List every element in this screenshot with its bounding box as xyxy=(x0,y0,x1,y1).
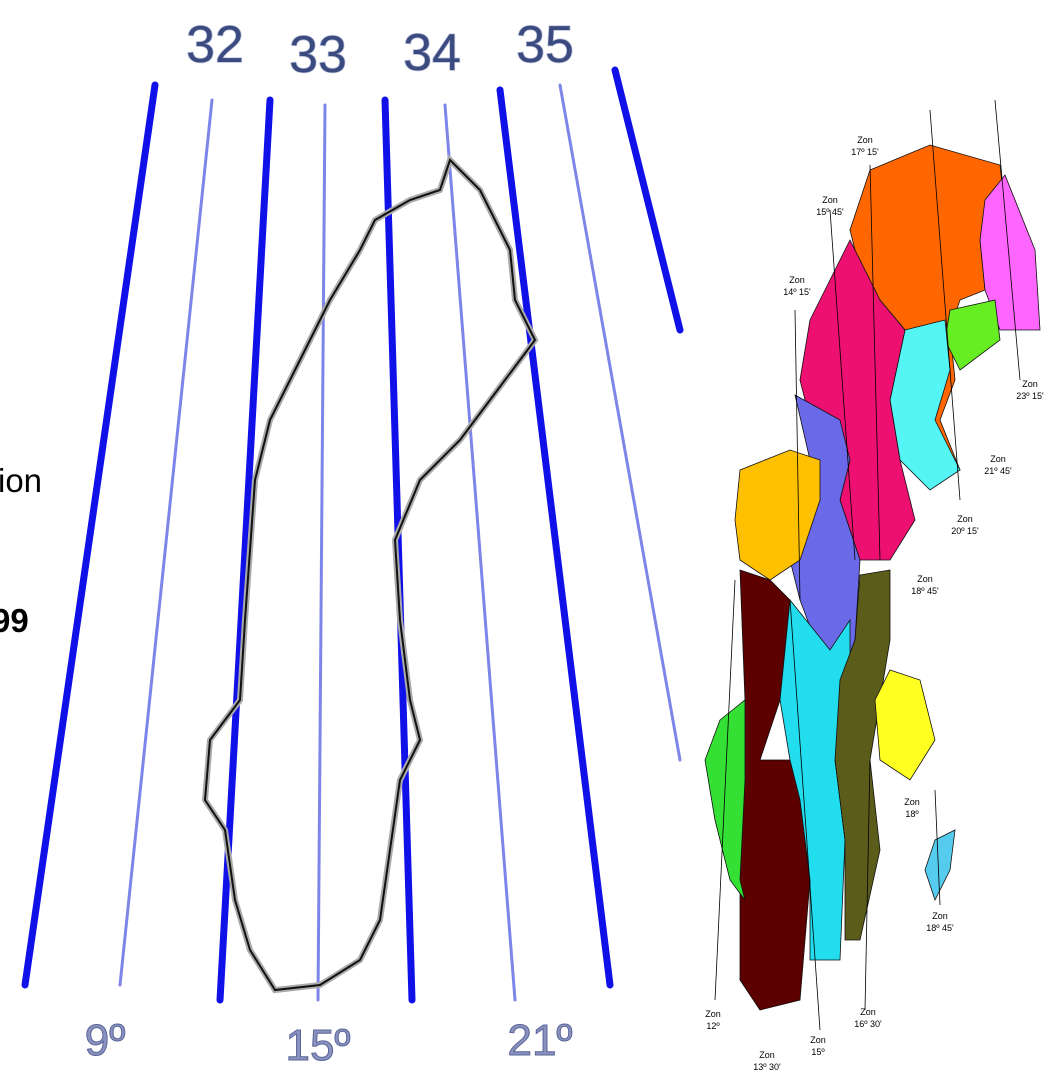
zone-label-degree: 16º 30' xyxy=(854,1019,882,1029)
zone-number: 35 xyxy=(516,16,574,74)
zone-label-name: Zon xyxy=(857,135,873,145)
region xyxy=(875,670,935,780)
zone-label-name: Zon xyxy=(822,195,838,205)
zone-label-degree: 15º 45' xyxy=(816,207,844,217)
zone-label-name: Zon xyxy=(990,454,1006,464)
zone-label-degree: 18º xyxy=(905,809,919,819)
zone-label-name: Zon xyxy=(904,797,920,807)
zone-line xyxy=(500,90,610,985)
region xyxy=(925,830,955,900)
zone-line xyxy=(615,70,680,330)
side-text: ion xyxy=(0,462,42,499)
sweden-outline xyxy=(205,160,535,990)
meridian-line xyxy=(318,105,325,1000)
zone-label-degree: 23º 15' xyxy=(1016,391,1044,401)
zone-label-name: Zon xyxy=(810,1035,826,1045)
zone-label-degree: 20º 15' xyxy=(951,526,979,536)
zone-label-degree: 15º xyxy=(811,1047,825,1057)
zone-label-degree: 18º 45' xyxy=(926,923,954,933)
zone-label-name: Zon xyxy=(860,1007,876,1017)
zone-number: 32 xyxy=(186,16,244,74)
zone-label-name: Zon xyxy=(932,911,948,921)
longitude-label: 9º xyxy=(85,1016,126,1065)
zone-label-degree: 14º 15' xyxy=(783,287,811,297)
zone-number: 33 xyxy=(289,26,347,84)
meridians xyxy=(25,70,680,1000)
zone-label-degree: 18º 45' xyxy=(911,586,939,596)
zone-label-name: Zon xyxy=(705,1009,721,1019)
meridian-line xyxy=(560,85,680,760)
zone-label-degree: 12º xyxy=(706,1021,720,1031)
longitude-label: 15º xyxy=(285,1021,350,1070)
zone-number: 34 xyxy=(403,24,461,82)
county-map xyxy=(705,100,1040,1030)
side-text: 99 xyxy=(0,602,29,639)
zone-label-name: Zon xyxy=(789,275,805,285)
longitude-label: 21º xyxy=(507,1016,572,1065)
zone-label-degree: 17º 15' xyxy=(851,147,879,157)
sweden-outline xyxy=(205,160,535,990)
region xyxy=(705,700,745,900)
zone-label-name: Zon xyxy=(1022,379,1038,389)
zone-label-name: Zon xyxy=(917,574,933,584)
zone-label-degree: 13º 30' xyxy=(753,1062,781,1070)
zone-label-name: Zon xyxy=(759,1050,775,1060)
zone-label-name: Zon xyxy=(957,514,973,524)
map-slide: 32 33 34 35 9º 15º 21º ion 99 Zon 17º 15… xyxy=(0,0,1063,1070)
zone-label-degree: 21º 45' xyxy=(984,466,1012,476)
